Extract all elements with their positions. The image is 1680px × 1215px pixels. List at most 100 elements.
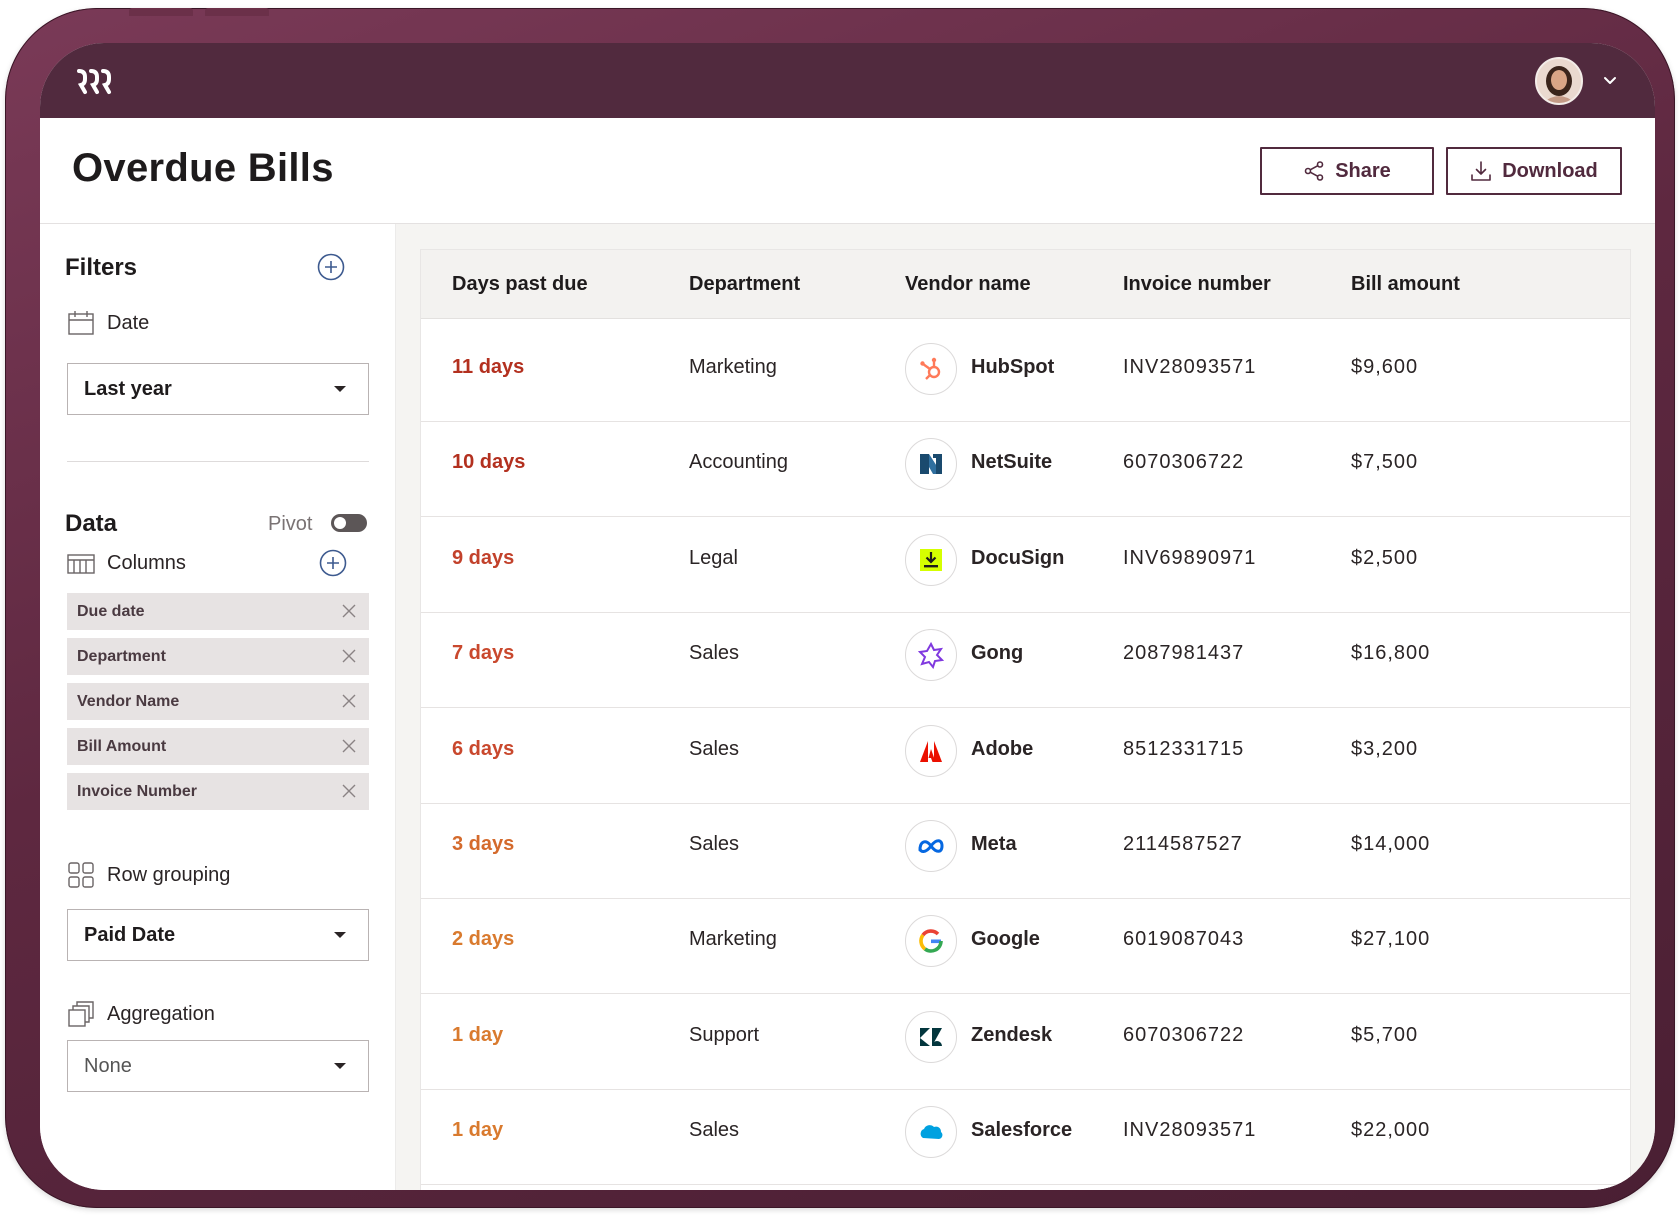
column-header-amount[interactable]: Bill amount (1351, 273, 1460, 295)
column-header-invoice[interactable]: Invoice number (1123, 273, 1271, 295)
download-button[interactable]: Download (1446, 147, 1622, 195)
close-icon[interactable] (341, 783, 357, 799)
aggregation-select[interactable]: None (67, 1040, 369, 1092)
data-section-title: Data (65, 510, 118, 537)
invoice-number-cell: INV28093571 (1123, 356, 1257, 378)
aggregation-value: None (84, 1054, 132, 1077)
user-avatar[interactable] (1535, 57, 1583, 105)
aggregation-label: Aggregation (67, 1000, 215, 1028)
close-icon[interactable] (341, 693, 357, 709)
columns-label-text: Columns (107, 551, 186, 574)
vendor-logo (905, 438, 957, 491)
invoice-number-cell: INV28093571 (1123, 1119, 1257, 1142)
vendor-name-cell: DocuSign (971, 546, 1065, 569)
table-row[interactable]: 7 days Sales Gong 2087981437 $16,800 (421, 605, 1630, 709)
invoice-number-cell: 2087981437 (1123, 642, 1245, 665)
grid-icon (68, 862, 94, 888)
calendar-icon (68, 311, 94, 335)
table-row[interactable]: 1 day Sales Salesforce INV28093571 $22,000 (421, 1082, 1630, 1186)
column-header-vendor[interactable]: Vendor name (905, 273, 1031, 295)
docusign-logo-icon (920, 548, 942, 571)
hubspot-logo-icon (920, 357, 941, 380)
bill-amount-cell: $22,000 (1351, 1119, 1431, 1142)
column-header-department[interactable]: Department (689, 273, 801, 295)
bill-amount-cell: $16,800 (1351, 642, 1431, 665)
stacked-squares-icon (68, 1001, 94, 1027)
vendor-logo (905, 629, 957, 682)
row-grouping-label: Row grouping (67, 861, 230, 889)
google-logo-icon (919, 929, 943, 954)
department-cell: Legal (689, 546, 738, 569)
page-title: Overdue Bills (72, 146, 334, 190)
column-chip[interactable]: Invoice Number (67, 773, 369, 810)
department-cell: Accounting (689, 451, 788, 474)
share-button-label: Share (1335, 159, 1391, 182)
download-icon (1471, 161, 1492, 181)
caret-down-icon (334, 386, 346, 392)
days-past-due: 2 days (452, 928, 515, 951)
days-past-due: 6 days (452, 737, 515, 760)
salesforce-logo-icon (920, 1125, 943, 1140)
table-row[interactable]: 10 days Accounting NetSuite 6070306722 $7,50… (421, 414, 1630, 518)
sidebar-divider (67, 461, 369, 462)
row-grouping-select[interactable]: Paid Date (67, 909, 369, 961)
zendesk-logo-icon (920, 1027, 942, 1046)
bill-amount-cell: $2,500 (1351, 546, 1419, 569)
close-icon[interactable] (341, 738, 357, 754)
invoice-number-cell: 6019087043 (1123, 928, 1245, 951)
aggregation-label-text: Aggregation (107, 1002, 215, 1025)
vendor-name-cell: NetSuite (971, 451, 1053, 474)
column-chip-label: Department (77, 647, 166, 665)
share-button[interactable]: Share (1260, 147, 1434, 195)
row-grouping-label-text: Row grouping (107, 863, 231, 886)
add-filter-icon[interactable] (317, 253, 345, 281)
days-past-due: 11 days (452, 356, 525, 378)
column-header-days[interactable]: Days past due (452, 273, 588, 295)
bill-amount-cell: $5,700 (1351, 1023, 1419, 1046)
device-button (129, 8, 193, 16)
department-cell: Sales (689, 642, 740, 665)
brand-logo-icon[interactable] (76, 67, 116, 95)
close-icon[interactable] (341, 648, 357, 664)
invoice-number-cell: 8512331715 (1123, 737, 1245, 760)
column-chip[interactable]: Bill Amount (67, 728, 369, 765)
column-chip[interactable]: Due date (67, 593, 369, 630)
vendor-logo (905, 343, 957, 395)
vendor-logo (905, 820, 957, 872)
vendor-logo (905, 915, 957, 968)
close-icon[interactable] (341, 603, 357, 619)
table-row[interactable]: 1 day Support Zendesk 6070306722 $5,700 (421, 987, 1630, 1090)
invoice-number-cell: 6070306722 (1123, 451, 1245, 474)
days-past-due: 7 days (452, 642, 515, 665)
pivot-label: Pivot (268, 513, 313, 535)
pivot-toggle[interactable] (331, 514, 367, 532)
column-chip-label: Bill Amount (77, 737, 167, 755)
bill-amount-cell: $9,600 (1351, 356, 1419, 378)
add-column-icon[interactable] (319, 549, 347, 577)
table-row[interactable]: 3 days Sales Meta 2114587527 $14,000 (421, 796, 1630, 899)
vendor-name-cell: Adobe (971, 737, 1034, 760)
column-chip[interactable]: Department (67, 638, 369, 675)
table-row[interactable]: 2 days Marketing Google 6019087043 $27,100 (421, 891, 1630, 995)
vendor-name-cell: HubSpot (971, 356, 1055, 378)
main-content: Days past due Department Vendor name Inv… (396, 224, 1655, 1190)
column-chip[interactable]: Vendor Name (67, 683, 369, 720)
invoice-number-cell: INV69890971 (1123, 546, 1257, 569)
vendor-name-cell: Gong (971, 642, 1024, 665)
table-row[interactable]: 9 days Legal DocuSign INV69890971 $2,500 (421, 510, 1630, 613)
sidebar: Filters Date Last year Data Pivot (40, 224, 396, 1190)
meta-logo-icon (918, 839, 944, 853)
vendor-name-cell: Salesforce (971, 1119, 1073, 1142)
table-row[interactable]: 6 days Sales Adobe 8512331715 $3,200 (421, 701, 1630, 804)
date-range-select[interactable]: Last year (67, 363, 369, 415)
invoice-number-cell: 6070306722 (1123, 1023, 1245, 1046)
app-screen: Overdue Bills Share Download (40, 43, 1655, 1190)
chevron-down-icon[interactable] (1601, 71, 1619, 89)
table-row[interactable]: 11 days Marketing HubSpot INV28093571 $9,600 (421, 319, 1630, 422)
share-icon (1304, 161, 1324, 181)
column-chip-label: Vendor Name (77, 692, 180, 710)
vendor-logo (905, 1106, 957, 1159)
column-chip-label: Due date (77, 602, 145, 620)
vendor-name-cell: Zendesk (971, 1023, 1053, 1046)
table-header: Days past due Department Vendor name Inv… (421, 250, 1630, 319)
